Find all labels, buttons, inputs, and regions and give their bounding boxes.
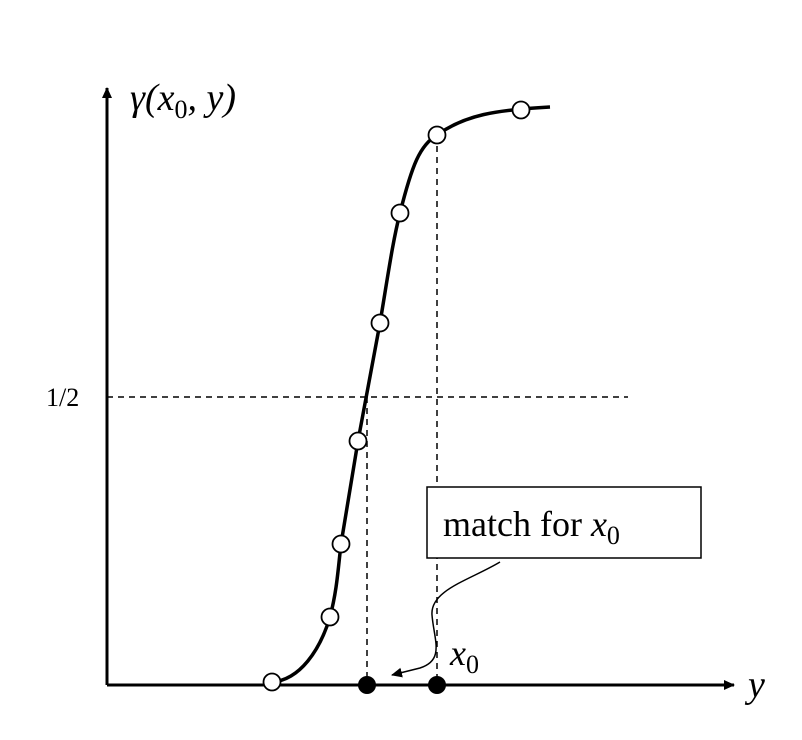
subscript: 0 xyxy=(607,521,620,550)
callout-arrow xyxy=(391,561,501,678)
callout-box xyxy=(426,486,702,559)
half-label: 1/2 xyxy=(46,383,79,412)
label-part: γ(x xyxy=(130,77,175,119)
label-part: , y) xyxy=(188,77,237,119)
point xyxy=(427,125,447,145)
label-part: match for xyxy=(443,504,591,544)
point xyxy=(320,607,340,627)
subscript: 0 xyxy=(175,95,188,124)
point xyxy=(262,672,282,692)
callout-text: match for x0 xyxy=(443,504,620,550)
subscript: 0 xyxy=(466,650,479,679)
filled-point xyxy=(428,676,446,694)
marker-label: x0 xyxy=(449,633,479,679)
curve xyxy=(271,105,551,684)
x-axis-label: y xyxy=(744,664,765,706)
variable: x xyxy=(449,633,466,673)
point xyxy=(390,203,410,223)
point xyxy=(331,534,351,554)
point xyxy=(370,313,390,333)
filled-point xyxy=(358,676,376,694)
point xyxy=(511,100,531,120)
variable: x xyxy=(590,504,607,544)
point xyxy=(348,431,368,451)
sample-points xyxy=(262,100,531,692)
y-axis-label: γ(x0, y) xyxy=(130,77,236,124)
